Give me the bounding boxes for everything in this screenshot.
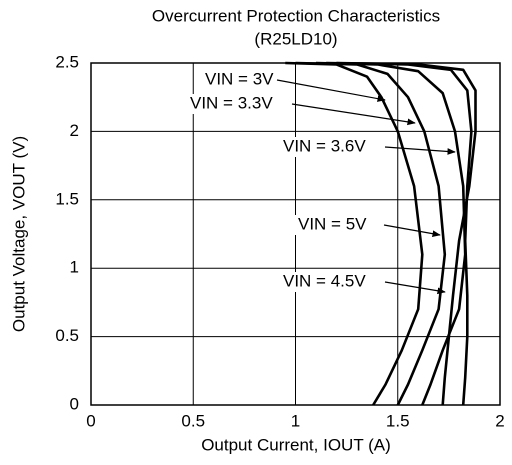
line-series xyxy=(315,61,467,406)
annotation-arrow xyxy=(384,146,456,155)
annotation-arrow xyxy=(276,79,386,102)
annotation-arrow xyxy=(383,224,441,237)
legend-label: VIN = 5V xyxy=(298,214,367,233)
x-tick-label: 0.5 xyxy=(181,411,205,430)
x-axis-label: Output Current, IOUT (A) xyxy=(201,435,391,454)
line-series xyxy=(295,61,447,406)
label-background xyxy=(187,94,289,114)
legend-label: VIN = 3.6V xyxy=(283,136,366,155)
chart-title: Overcurrent Protection Characteristics xyxy=(152,6,440,25)
label-background xyxy=(280,272,382,292)
y-tick-label: 2 xyxy=(70,121,79,140)
line-series xyxy=(336,61,477,406)
x-tick-label: 0 xyxy=(86,411,95,430)
annotation-arrow xyxy=(291,103,416,126)
y-tick-label: 1 xyxy=(70,258,79,277)
legend-label: VIN = 3.3V xyxy=(190,93,273,112)
label-background xyxy=(295,215,381,235)
label-background xyxy=(280,137,382,157)
annotation-arrow xyxy=(384,281,446,295)
x-tick-label: 1 xyxy=(291,411,300,430)
line-series xyxy=(326,61,473,406)
legend-label: VIN = 4.5V xyxy=(283,271,366,290)
y-axis-label: Output Voltage, VOUT (V) xyxy=(9,136,28,332)
y-tick-label: 0 xyxy=(70,394,79,413)
y-tick-label: 1.5 xyxy=(55,189,79,208)
legend-label: VIN = 3V xyxy=(205,69,274,88)
x-tick-label: 2 xyxy=(495,411,504,430)
y-tick-label: 2.5 xyxy=(55,52,79,71)
label-background xyxy=(202,70,274,90)
chart-subtitle: (R25LD10) xyxy=(254,29,337,48)
x-tick-label: 1.5 xyxy=(386,411,410,430)
line-series xyxy=(285,61,424,406)
y-tick-label: 0.5 xyxy=(55,326,79,345)
